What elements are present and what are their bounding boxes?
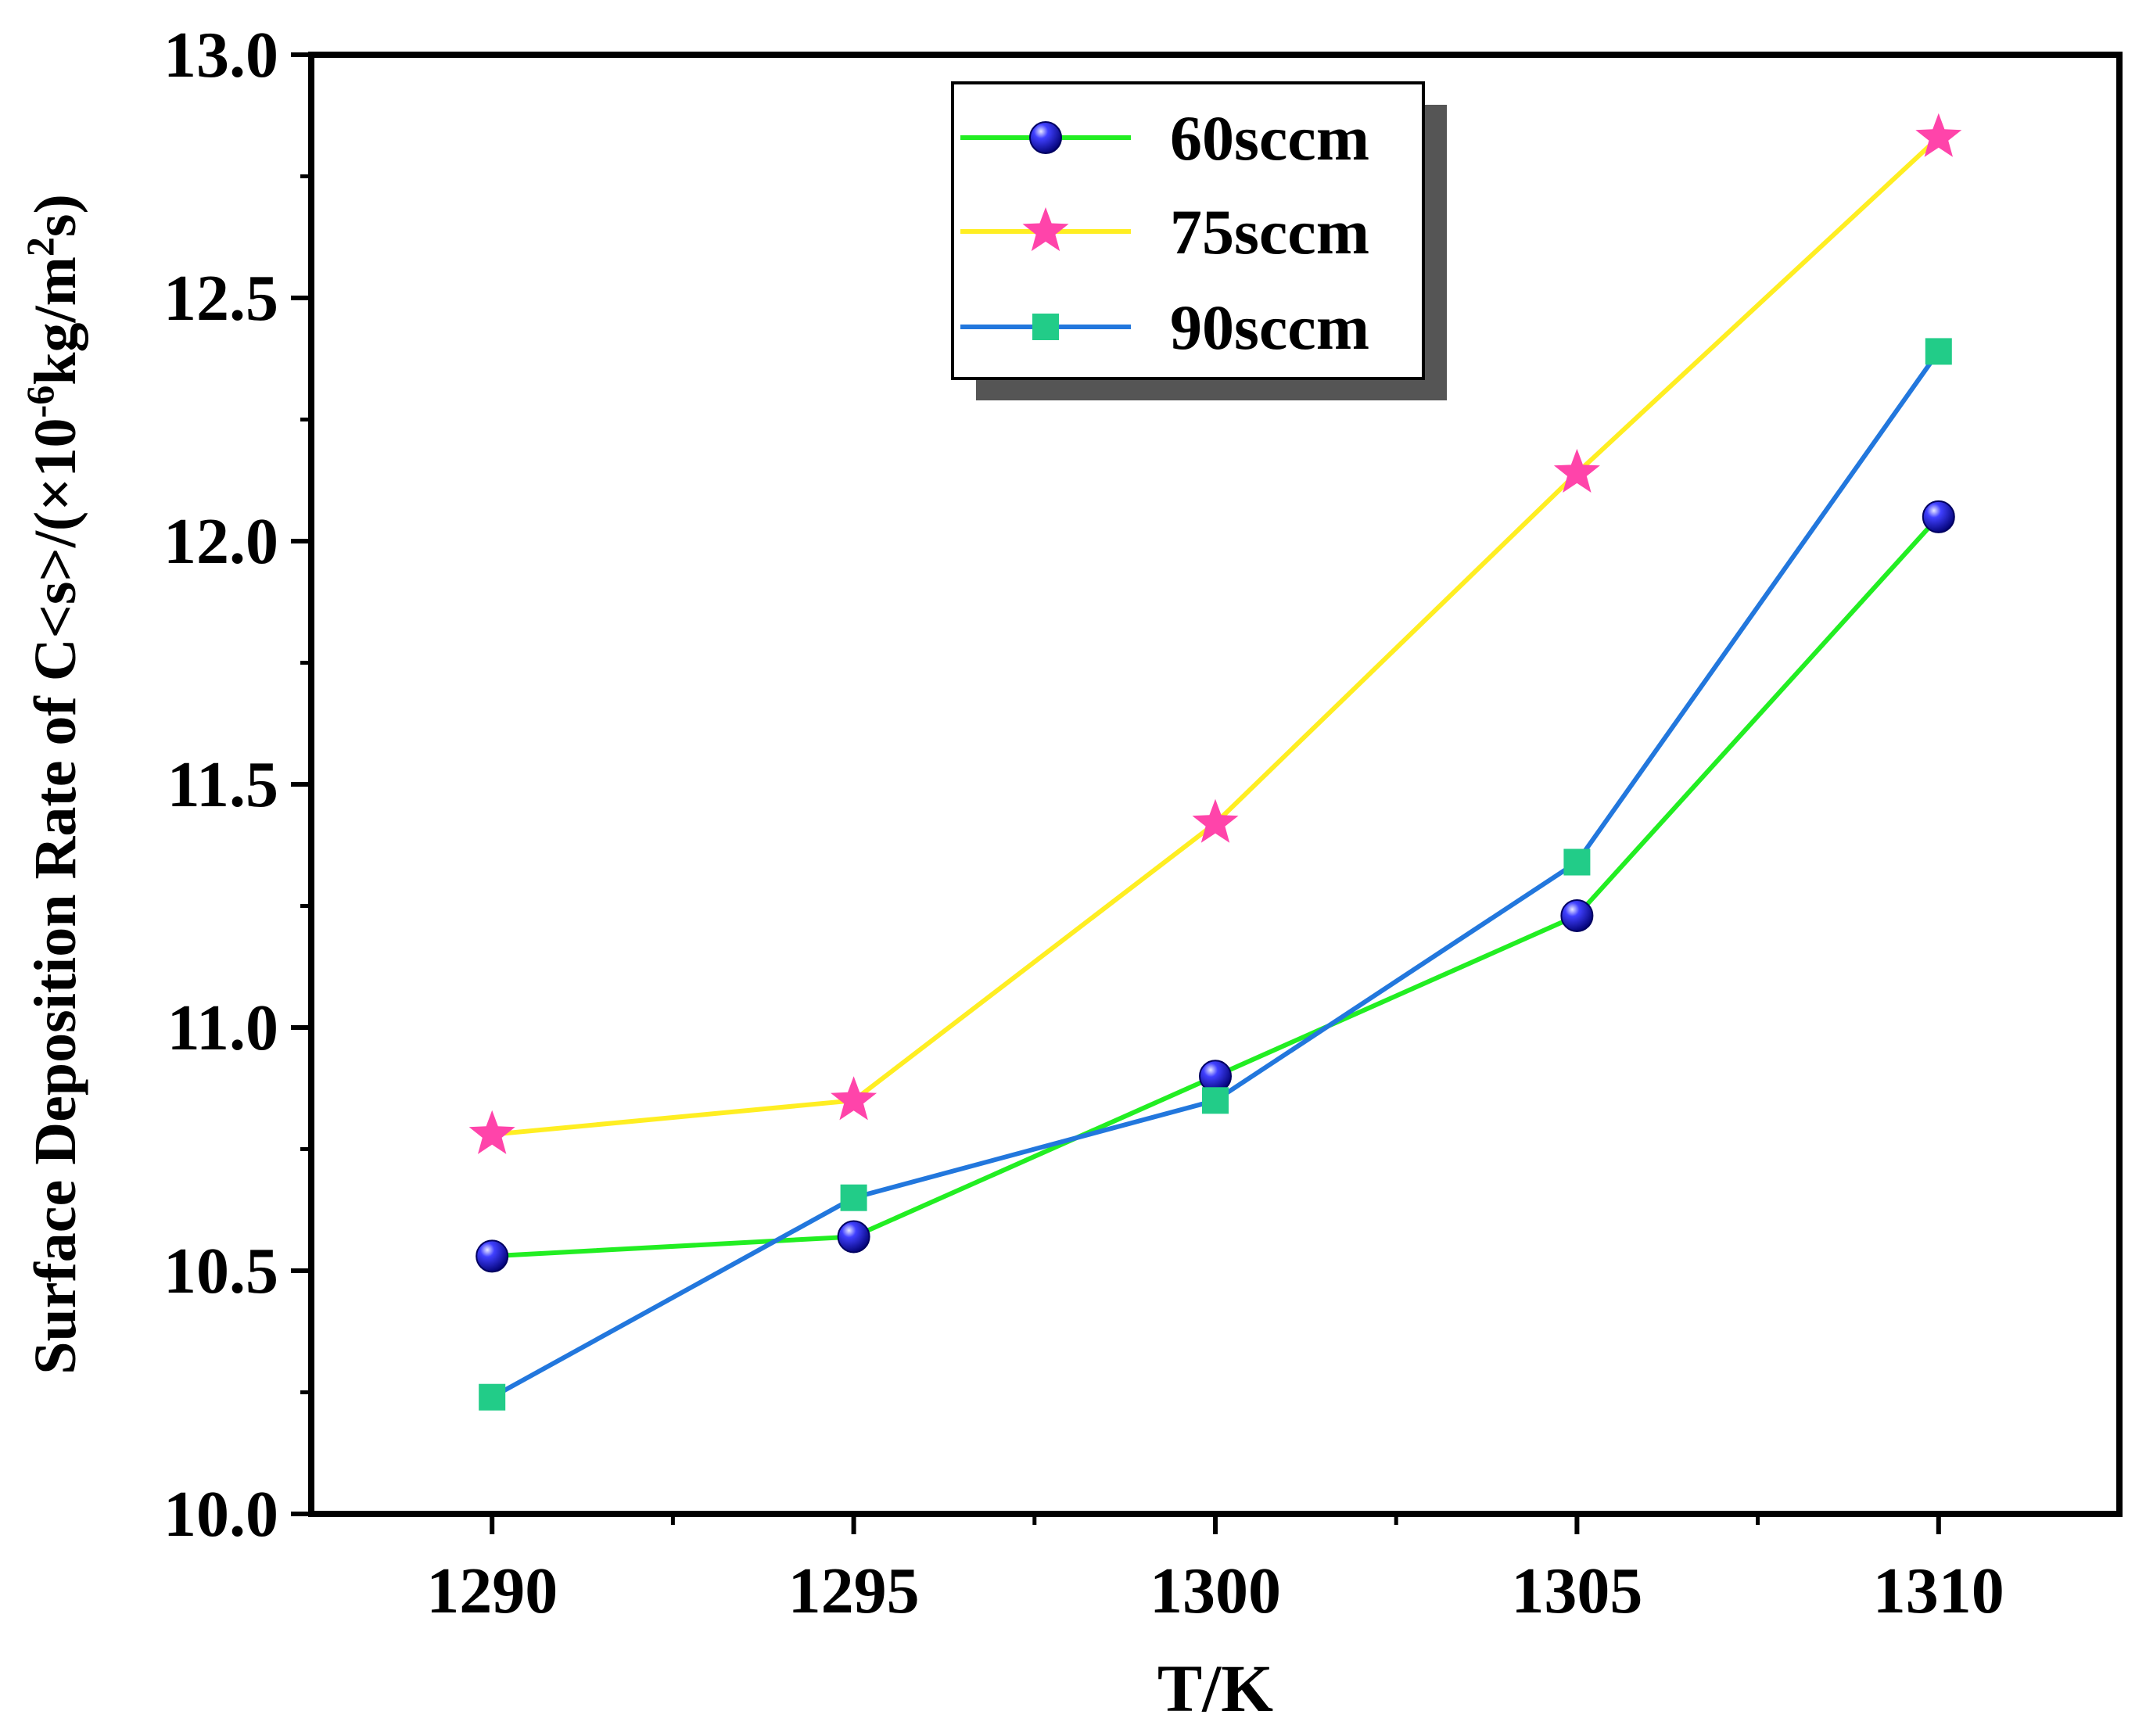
y-tick-label: 10.0: [163, 1478, 278, 1551]
series-line: [492, 515, 1941, 1259]
x-tick-label: 1300: [1150, 1555, 1281, 1627]
y-tick-label: 13.0: [163, 19, 278, 91]
data-point: [831, 1076, 877, 1121]
x-tick-label: 1305: [1511, 1555, 1642, 1627]
data-point: [1553, 448, 1600, 493]
data-point: [475, 1239, 509, 1273]
legend: 60sccm 75sccm 90sccm: [951, 81, 1447, 400]
legend-label: 75sccm: [1170, 196, 1369, 267]
x-tick-label: 1295: [788, 1555, 920, 1627]
x-axis-label: T/K: [1157, 1651, 1273, 1726]
y-axis-label: Surface Deposition Rate of C<s>/(×10-6kg…: [18, 194, 88, 1375]
data-point: [1922, 500, 1955, 533]
x-tick-label: 1310: [1873, 1555, 2004, 1627]
data-point: [837, 1220, 870, 1254]
y-tick-label: 12.0: [163, 505, 278, 578]
data-point: [1199, 1060, 1232, 1093]
legend-marker: [1022, 207, 1069, 252]
data-point: [468, 1110, 515, 1154]
data-point: [1915, 113, 1962, 157]
data-point: [1192, 798, 1239, 843]
y-axis-label-base: Surface Deposition Rate of C<s>/(×10: [23, 418, 88, 1374]
legend-item-90sccm: 90sccm: [960, 292, 1369, 363]
series-75sccm: [468, 113, 1962, 1154]
y-axis-label-end: s): [23, 194, 88, 237]
y-tick-label: 11.0: [167, 992, 278, 1064]
data-point: [1563, 848, 1591, 876]
legend-item-60sccm: 60sccm: [960, 102, 1369, 174]
series-60sccm: [475, 500, 1955, 1273]
x-tick-label: 1290: [426, 1555, 558, 1627]
data-point: [1925, 338, 1952, 365]
y-axis-label-mid: kg/m: [23, 256, 88, 386]
data-point: [840, 1184, 867, 1211]
legend-marker: [1032, 314, 1059, 340]
y-tick-label: 11.5: [167, 748, 278, 821]
series-line: [490, 350, 1941, 1400]
y-tick-label: 10.5: [163, 1235, 278, 1307]
data-point: [1202, 1087, 1229, 1114]
legend-label: 60sccm: [1170, 102, 1369, 174]
data-point: [1560, 898, 1594, 932]
legend-marker: [1029, 121, 1062, 154]
y-axis-label-exp2: 2: [18, 237, 62, 256]
legend-item-75sccm: 75sccm: [960, 196, 1369, 267]
data-point: [479, 1383, 506, 1411]
series-90sccm: [479, 338, 1952, 1411]
y-tick-label: 12.5: [163, 262, 278, 335]
legend-label: 90sccm: [1170, 292, 1369, 363]
y-axis-label-exp1: -6: [18, 386, 62, 418]
